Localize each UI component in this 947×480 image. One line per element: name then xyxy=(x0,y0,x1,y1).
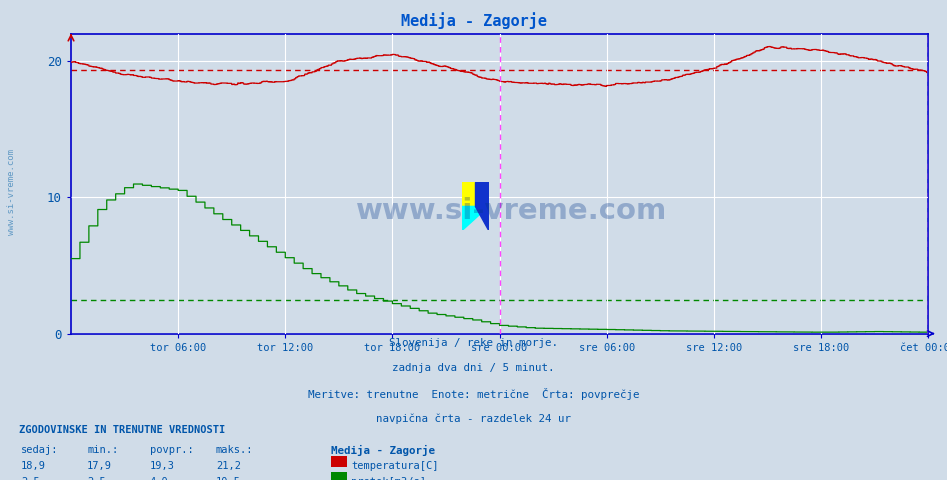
Text: povpr.:: povpr.: xyxy=(150,445,193,455)
Polygon shape xyxy=(462,182,475,206)
Text: temperatura[C]: temperatura[C] xyxy=(351,461,438,471)
Text: ZGODOVINSKE IN TRENUTNE VREDNOSTI: ZGODOVINSKE IN TRENUTNE VREDNOSTI xyxy=(19,425,225,435)
Text: Medija - Zagorje: Medija - Zagorje xyxy=(331,445,436,456)
Text: www.si-vreme.com: www.si-vreme.com xyxy=(356,197,667,225)
Text: 21,2: 21,2 xyxy=(216,461,241,471)
Text: 18,9: 18,9 xyxy=(21,461,45,471)
Text: 2,5: 2,5 xyxy=(87,477,106,480)
Text: sedaj:: sedaj: xyxy=(21,445,59,455)
Text: www.si-vreme.com: www.si-vreme.com xyxy=(7,149,16,235)
Text: maks.:: maks.: xyxy=(216,445,254,455)
Text: 4,0: 4,0 xyxy=(150,477,169,480)
Text: min.:: min.: xyxy=(87,445,118,455)
Text: Meritve: trenutne  Enote: metrične  Črta: povprečje: Meritve: trenutne Enote: metrične Črta: … xyxy=(308,388,639,400)
Text: 19,3: 19,3 xyxy=(150,461,174,471)
Polygon shape xyxy=(475,182,489,206)
Text: 2,5: 2,5 xyxy=(21,477,40,480)
Text: pretok[m3/s]: pretok[m3/s] xyxy=(351,477,426,480)
Text: navpična črta - razdelek 24 ur: navpična črta - razdelek 24 ur xyxy=(376,413,571,424)
Text: 17,9: 17,9 xyxy=(87,461,112,471)
Polygon shape xyxy=(462,206,489,230)
Text: Medija - Zagorje: Medija - Zagorje xyxy=(401,12,546,29)
Text: Slovenija / reke in morje.: Slovenija / reke in morje. xyxy=(389,338,558,348)
Text: 10,5: 10,5 xyxy=(216,477,241,480)
Text: zadnja dva dni / 5 minut.: zadnja dva dni / 5 minut. xyxy=(392,363,555,373)
Polygon shape xyxy=(475,206,489,230)
